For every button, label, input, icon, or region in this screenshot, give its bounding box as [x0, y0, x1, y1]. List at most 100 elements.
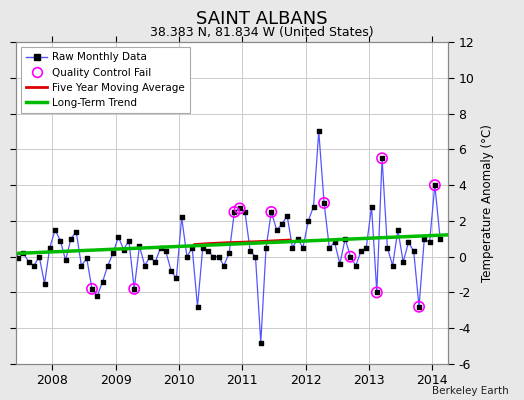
Point — [88, 286, 96, 292]
Point — [352, 262, 360, 269]
Point — [405, 239, 413, 246]
Point — [230, 209, 238, 215]
Point — [51, 227, 59, 233]
Point — [415, 304, 423, 310]
Point — [172, 275, 181, 281]
Text: SAINT ALBANS: SAINT ALBANS — [196, 10, 328, 28]
Point — [130, 286, 138, 292]
Point — [146, 254, 154, 260]
Point — [262, 244, 270, 251]
Point — [246, 248, 255, 254]
Point — [67, 236, 75, 242]
Point — [61, 257, 70, 264]
Point — [431, 182, 439, 188]
Point — [415, 304, 423, 310]
Point — [362, 244, 370, 251]
Point — [252, 254, 260, 260]
Point — [56, 237, 64, 244]
Point — [383, 244, 391, 251]
Point — [77, 262, 85, 269]
Point — [235, 205, 244, 212]
Point — [241, 209, 249, 215]
Point — [299, 244, 307, 251]
Point — [388, 262, 397, 269]
Point — [410, 248, 418, 254]
Point — [304, 218, 312, 224]
Point — [109, 250, 117, 256]
Point — [357, 248, 365, 254]
Point — [346, 254, 355, 260]
Point — [325, 244, 334, 251]
Point — [83, 255, 91, 262]
Text: 38.383 N, 81.834 W (United States): 38.383 N, 81.834 W (United States) — [150, 26, 374, 39]
Point — [309, 203, 318, 210]
Point — [46, 244, 54, 251]
Point — [272, 227, 281, 233]
Point — [420, 236, 429, 242]
Point — [140, 262, 149, 269]
Legend: Raw Monthly Data, Quality Control Fail, Five Year Moving Average, Long-Term Tren: Raw Monthly Data, Quality Control Fail, … — [21, 47, 190, 113]
Point — [436, 236, 444, 242]
Point — [373, 289, 381, 296]
Point — [0, 262, 6, 269]
Point — [30, 262, 38, 269]
Point — [225, 250, 233, 256]
Point — [220, 262, 228, 269]
Point — [235, 205, 244, 212]
Point — [178, 214, 186, 220]
Point — [209, 254, 217, 260]
Point — [183, 254, 191, 260]
Point — [19, 250, 28, 256]
Point — [135, 243, 144, 249]
Point — [14, 255, 23, 262]
Point — [99, 278, 107, 285]
Point — [267, 209, 276, 215]
Point — [288, 244, 297, 251]
Point — [378, 155, 386, 162]
Point — [125, 237, 133, 244]
Point — [336, 261, 344, 267]
Point — [320, 200, 328, 206]
Point — [193, 304, 202, 310]
Point — [204, 248, 212, 254]
Point — [331, 239, 339, 246]
Point — [320, 200, 328, 206]
Point — [283, 212, 291, 219]
Point — [114, 234, 123, 240]
Point — [25, 259, 33, 265]
Point — [399, 259, 407, 265]
Point — [167, 268, 176, 274]
Point — [162, 248, 170, 254]
Point — [72, 228, 80, 235]
Point — [35, 254, 43, 260]
Point — [431, 182, 439, 188]
Point — [373, 289, 381, 296]
Point — [314, 128, 323, 135]
Point — [188, 244, 196, 251]
Point — [40, 280, 49, 287]
Point — [278, 221, 286, 228]
Point — [93, 293, 102, 299]
Point — [341, 236, 350, 242]
Point — [425, 239, 434, 246]
Y-axis label: Temperature Anomaly (°C): Temperature Anomaly (°C) — [481, 124, 494, 282]
Point — [293, 236, 302, 242]
Point — [199, 244, 207, 251]
Point — [156, 244, 165, 251]
Point — [9, 237, 17, 244]
Point — [257, 339, 265, 346]
Point — [394, 227, 402, 233]
Point — [130, 286, 138, 292]
Text: Berkeley Earth: Berkeley Earth — [432, 386, 508, 396]
Point — [346, 254, 355, 260]
Point — [214, 254, 223, 260]
Point — [88, 286, 96, 292]
Point — [4, 248, 12, 254]
Point — [104, 262, 112, 269]
Point — [267, 209, 276, 215]
Point — [230, 209, 238, 215]
Point — [367, 203, 376, 210]
Point — [0, 228, 1, 235]
Point — [119, 246, 128, 253]
Point — [378, 155, 386, 162]
